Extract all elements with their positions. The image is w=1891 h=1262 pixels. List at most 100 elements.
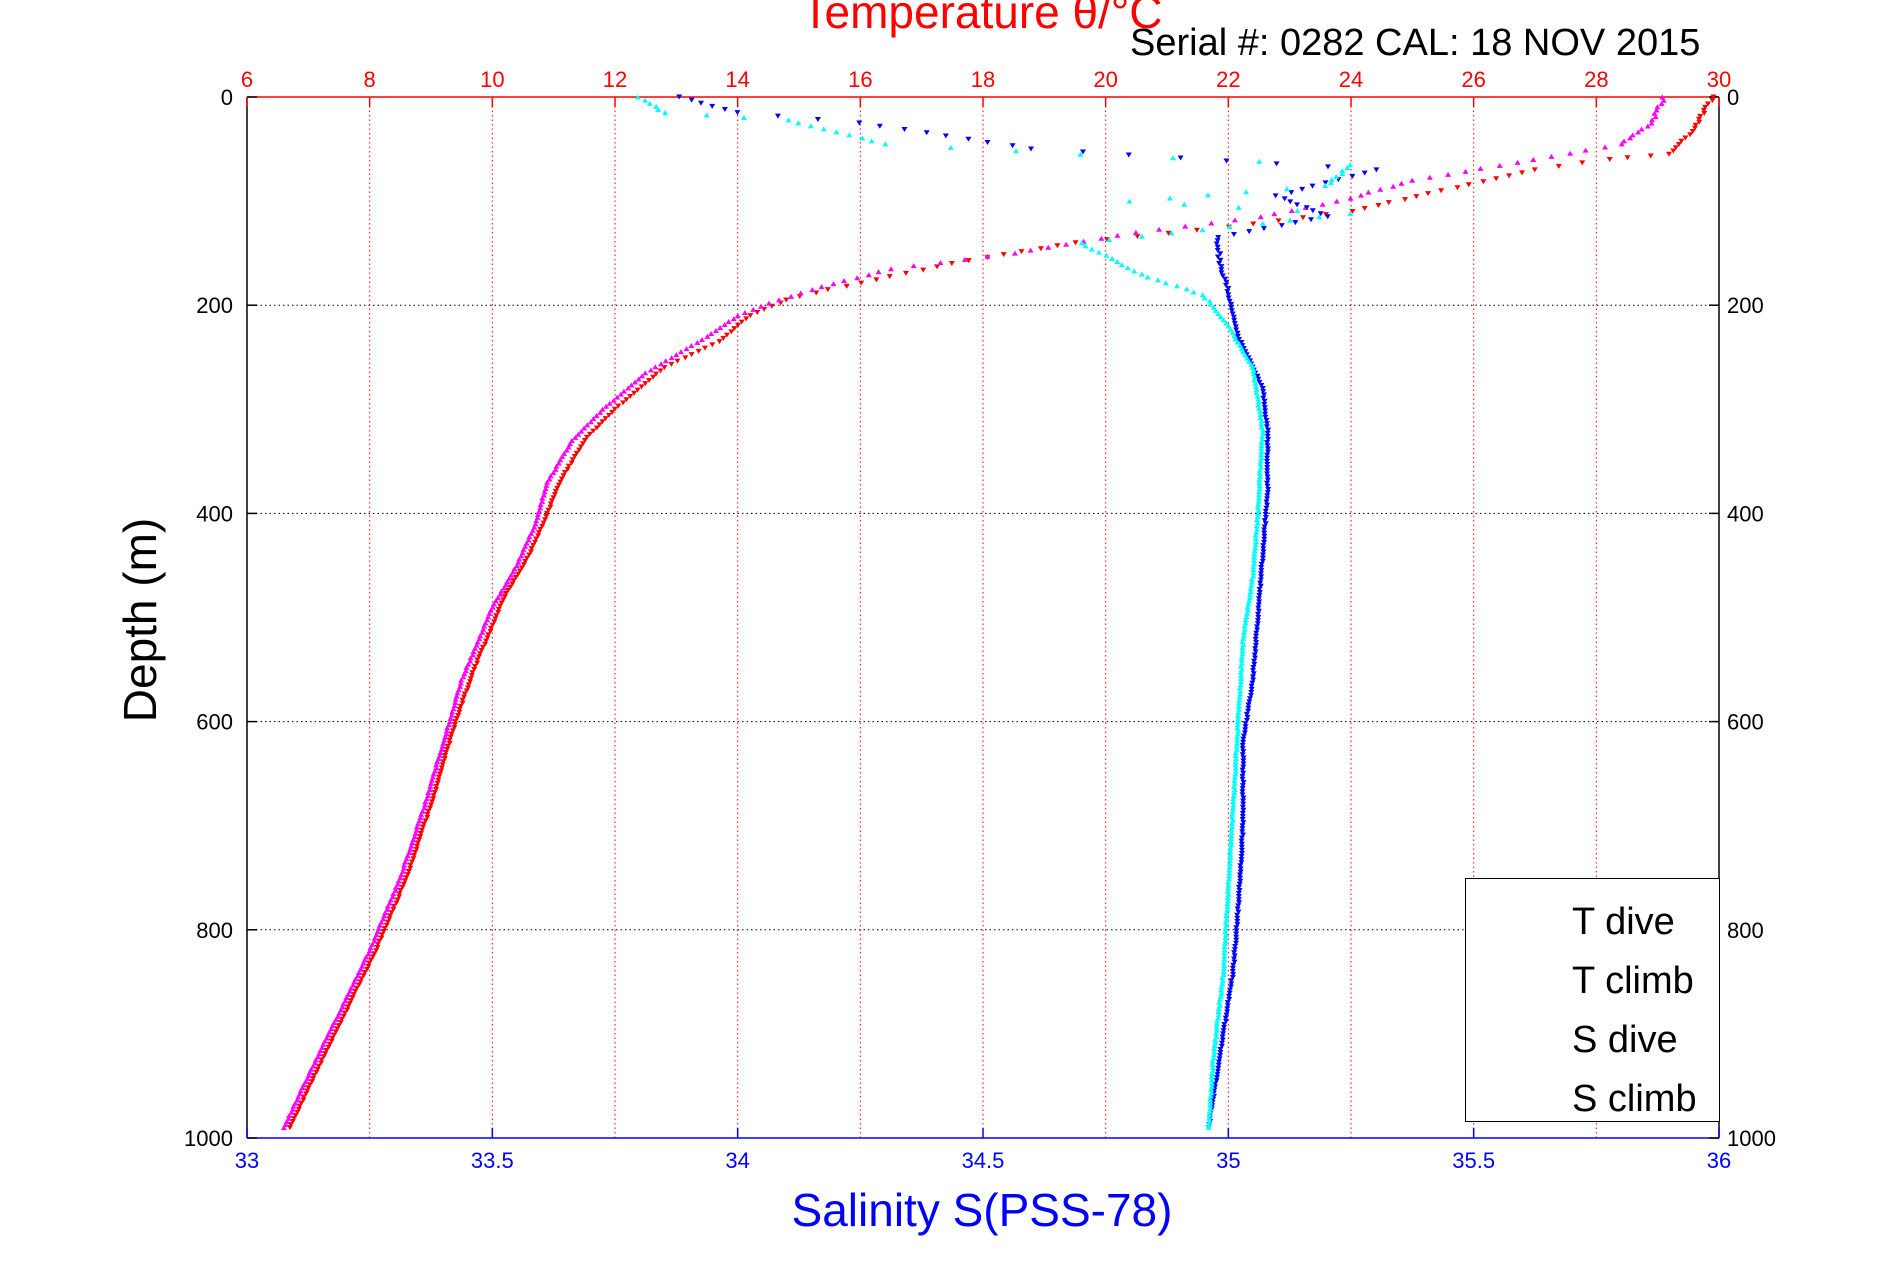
- data-point: [765, 300, 772, 306]
- data-point: [1206, 298, 1213, 304]
- data-point: [593, 413, 600, 419]
- data-point: [550, 470, 557, 476]
- data-point: [1225, 295, 1232, 301]
- data-point: [937, 260, 944, 266]
- data-point: [346, 1001, 353, 1007]
- data-point: [520, 562, 527, 568]
- data-point: [412, 849, 419, 855]
- data-point: [1652, 114, 1659, 120]
- data-point: [1225, 323, 1232, 329]
- data-point: [306, 1082, 313, 1088]
- data-point: [1231, 317, 1238, 323]
- data-point: [470, 648, 477, 654]
- data-point: [302, 1079, 309, 1085]
- data-point: [1260, 395, 1267, 401]
- data-point: [1208, 1074, 1215, 1080]
- data-point: [634, 387, 641, 393]
- data-point: [366, 948, 373, 954]
- data-point: [477, 633, 484, 639]
- data-point: [547, 501, 554, 507]
- data-point: [635, 376, 642, 382]
- data-point: [1687, 132, 1694, 138]
- data-point: [1264, 496, 1271, 502]
- data-point: [1254, 504, 1261, 510]
- data-point: [1221, 950, 1228, 956]
- data-point: [1264, 433, 1271, 439]
- data-point: [579, 441, 586, 447]
- data-point: [1582, 147, 1589, 153]
- data-point: [1413, 194, 1420, 200]
- data-point: [402, 859, 409, 865]
- data-point: [1207, 1096, 1214, 1102]
- data-point: [1232, 324, 1239, 330]
- data-point: [454, 690, 461, 696]
- data-point: [688, 97, 695, 103]
- data-point: [351, 979, 358, 985]
- data-point: [1262, 414, 1269, 420]
- data-point: [448, 731, 455, 737]
- data-point: [1162, 280, 1169, 286]
- data-point: [425, 790, 432, 796]
- data-point: [1193, 227, 1200, 233]
- data-point: [1220, 959, 1227, 965]
- data-point: [1165, 230, 1172, 236]
- data-point: [1205, 1125, 1212, 1131]
- data-point: [1233, 746, 1240, 752]
- temperature-tick-label: 18: [971, 67, 995, 92]
- data-point: [1257, 214, 1264, 220]
- data-point: [381, 913, 388, 919]
- data-point: [1233, 940, 1240, 946]
- data-point: [440, 759, 447, 765]
- data-point: [292, 1112, 299, 1118]
- data-point: [429, 799, 436, 805]
- data-point: [1225, 885, 1232, 891]
- data-point: [1709, 97, 1716, 103]
- data-point: [1256, 486, 1263, 492]
- data-point: [1227, 839, 1234, 845]
- data-point: [1237, 863, 1244, 869]
- data-point: [1496, 162, 1503, 168]
- data-point: [1426, 174, 1433, 180]
- data-point: [1224, 888, 1231, 894]
- data-point: [497, 603, 504, 609]
- data-point: [381, 925, 388, 931]
- data-point: [437, 771, 444, 777]
- data-point: [1226, 990, 1233, 996]
- data-point: [1211, 1042, 1218, 1048]
- data-point: [1465, 182, 1472, 188]
- data-point: [590, 428, 597, 434]
- data-point: [1324, 214, 1331, 220]
- legend-label-t-dive: T dive: [1572, 901, 1675, 943]
- data-point: [407, 862, 414, 868]
- data-point: [554, 485, 561, 491]
- data-point: [393, 900, 400, 906]
- data-point: [418, 830, 425, 836]
- data-point: [1211, 1046, 1218, 1052]
- data-point: [573, 450, 580, 456]
- data-point: [1236, 887, 1243, 893]
- data-point: [1238, 672, 1245, 678]
- data-point: [1258, 418, 1265, 424]
- data-point: [1240, 749, 1247, 755]
- data-point: [1250, 668, 1257, 674]
- data-point: [1234, 719, 1241, 725]
- data-point: [1207, 1093, 1214, 1099]
- data-point: [1144, 274, 1151, 280]
- data-point: [1239, 648, 1246, 654]
- data-point: [512, 574, 519, 580]
- data-point: [522, 558, 529, 564]
- data-point: [1206, 1109, 1213, 1115]
- data-point: [1216, 1056, 1223, 1062]
- data-point: [1390, 183, 1397, 189]
- data-point: [1230, 802, 1237, 808]
- data-point: [1700, 107, 1707, 113]
- data-point: [1224, 1000, 1231, 1006]
- data-point: [1228, 981, 1235, 987]
- data-point: [474, 657, 481, 663]
- data-point: [1281, 196, 1288, 202]
- data-point: [451, 725, 458, 731]
- data-point: [1223, 910, 1230, 916]
- data-point: [776, 297, 783, 303]
- data-point: [1240, 798, 1247, 804]
- data-point: [340, 1001, 347, 1007]
